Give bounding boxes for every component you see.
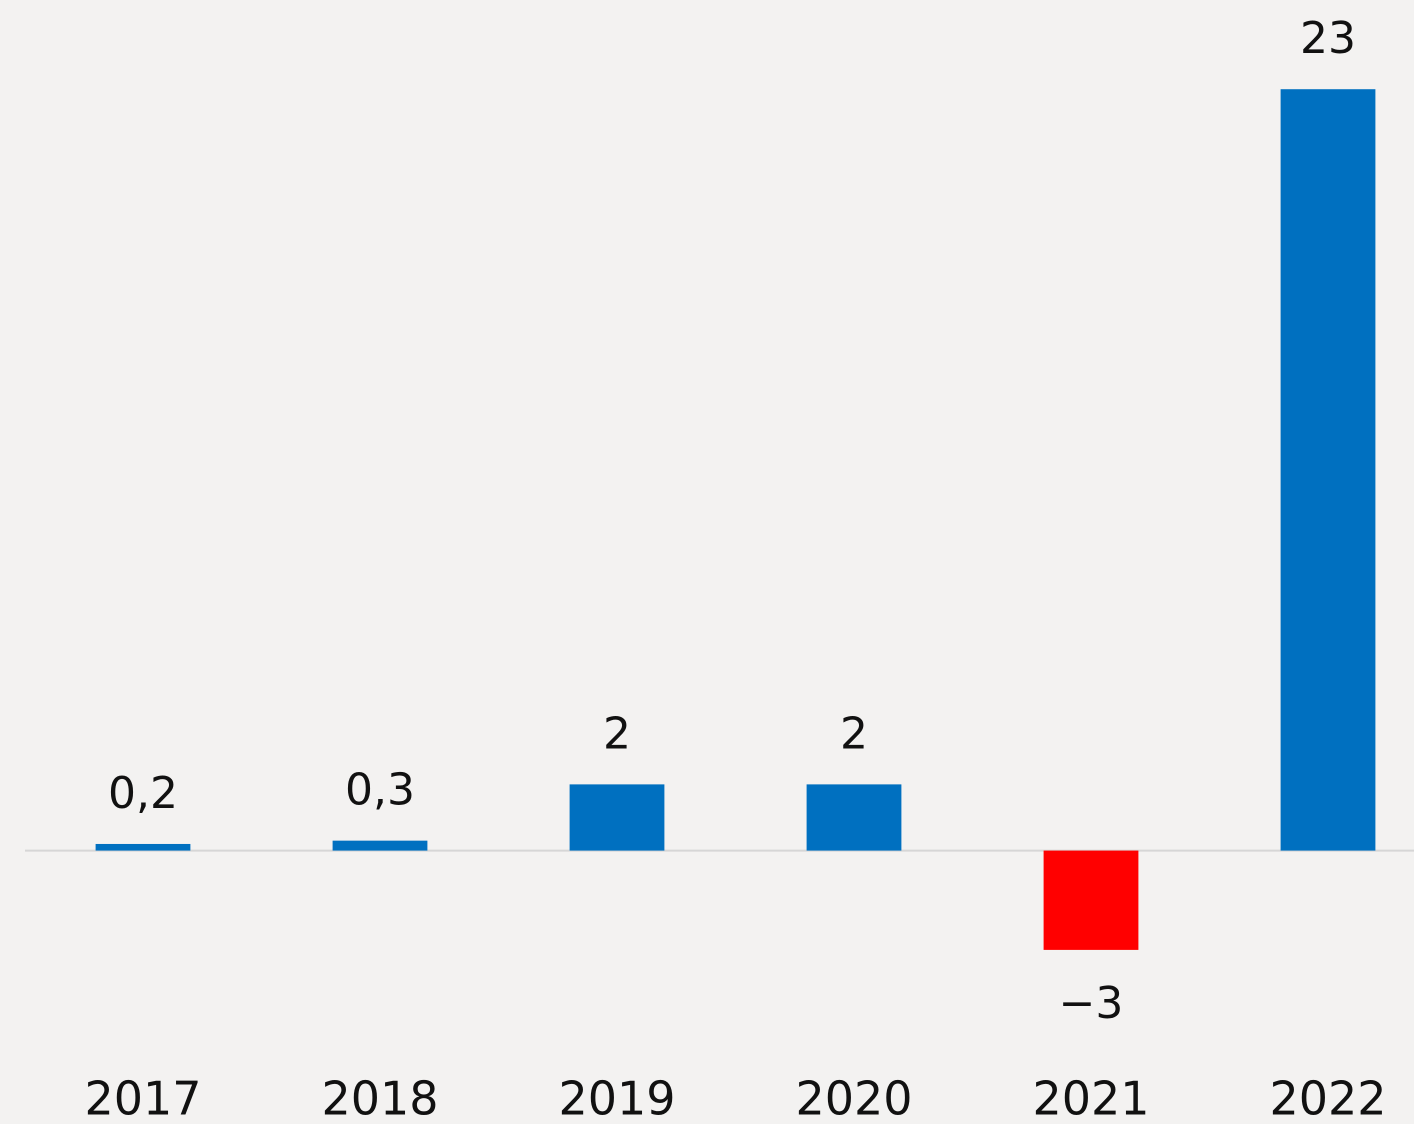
- bar: [569, 784, 665, 851]
- x-tick-label: 2019: [558, 1072, 675, 1124]
- bar: [1280, 89, 1376, 851]
- value-label: 0,2: [108, 768, 178, 819]
- value-label: −3: [1059, 978, 1124, 1029]
- bar: [95, 843, 191, 851]
- value-label: 2: [603, 708, 631, 759]
- bar: [1043, 850, 1139, 950]
- bar: [332, 840, 428, 851]
- x-tick-label: 2020: [795, 1072, 912, 1124]
- value-label: 23: [1300, 13, 1356, 64]
- value-label: 2: [840, 708, 868, 759]
- bar: [806, 784, 902, 851]
- value-label: 0,3: [345, 765, 415, 816]
- x-tick-label: 2017: [84, 1072, 201, 1124]
- x-tick-label: 2022: [1269, 1072, 1386, 1124]
- x-tick-label: 2021: [1032, 1072, 1149, 1124]
- x-tick-label: 2018: [321, 1072, 438, 1124]
